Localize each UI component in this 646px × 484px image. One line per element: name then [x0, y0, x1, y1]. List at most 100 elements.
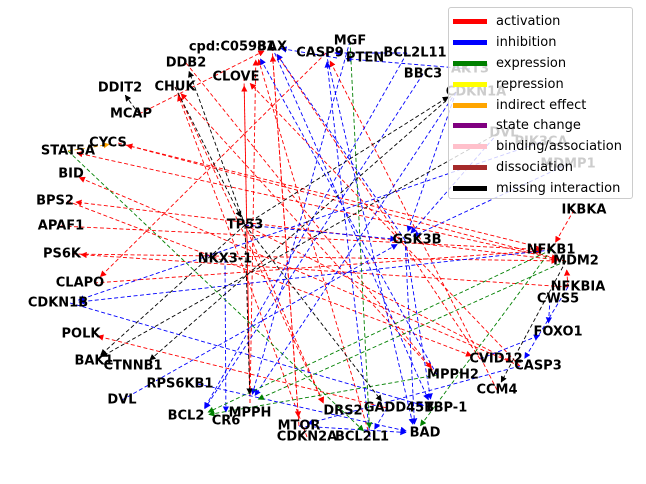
- edge-activation: [249, 59, 259, 404]
- edge-activation: [93, 247, 543, 284]
- node-label-bcl2l11: BCL2L11: [383, 46, 446, 61]
- node-label-mdm2: MDM2: [553, 254, 599, 269]
- edge-activation: [78, 176, 521, 367]
- node-label-clove: CLOVE: [212, 70, 259, 85]
- legend-item: state change: [449, 115, 632, 136]
- node-label-gsk3b: GSK3B: [392, 233, 441, 248]
- legend-label: indirect effect: [496, 97, 587, 113]
- node-label-cws5: CWS5: [537, 292, 579, 307]
- edge-activation: [99, 52, 327, 278]
- node-label-cvid12: CVID12: [469, 352, 522, 367]
- edge-activation: [271, 46, 302, 418]
- node-label-drs2: DRS2: [323, 404, 362, 419]
- legend-swatch: [453, 144, 487, 150]
- node-label-nfkbia: NFKBIA: [551, 280, 606, 295]
- node-label-mtor: MTOR: [278, 419, 321, 434]
- node-label-mcap: MCAP: [110, 107, 152, 122]
- node-label-ikbka: IKBKA: [562, 203, 607, 218]
- edge-activation: [75, 199, 567, 262]
- edge-inhibition: [524, 286, 569, 359]
- edge-expression: [257, 260, 567, 400]
- node-label-bcl2l1: BCL2L1: [335, 430, 389, 445]
- node-label-chuk: CHUK: [154, 80, 196, 95]
- node-label-ctnnb1: CTNNB1: [103, 359, 162, 374]
- node-label-polk: POLK: [62, 327, 102, 342]
- edge-inhibition: [78, 249, 552, 305]
- edge-inhibition: [324, 61, 371, 438]
- edge-inhibition: [271, 46, 429, 401]
- edge-inhibition: [406, 91, 457, 233]
- legend-label: activation: [496, 13, 561, 29]
- legend-label: binding/association: [496, 139, 622, 155]
- edge-inhibition: [244, 224, 397, 242]
- edge-missing: [149, 91, 457, 361]
- legend-item: repression: [449, 74, 632, 95]
- legend-swatch: [453, 18, 487, 24]
- node-label-bak1: BAK1: [74, 354, 113, 369]
- node-label-gadd45b: GADD45B: [364, 401, 434, 416]
- node-label-tbp1: TBP-1: [425, 401, 468, 416]
- legend-swatch: [453, 81, 487, 87]
- edge-inhibition: [325, 52, 415, 425]
- edge-inhibition: [260, 58, 438, 376]
- edge-inhibition: [307, 365, 521, 426]
- node-label-stat5a: STAT5A: [41, 144, 95, 159]
- node-label-cpd: cpd:C05981: [189, 40, 275, 55]
- legend-item: missing interaction: [449, 178, 632, 199]
- node-label-bcl2: BCL2: [168, 409, 205, 424]
- edge-inhibition: [280, 46, 338, 59]
- node-label-clapo: CLAPO: [56, 276, 104, 291]
- node-label-tp53: TP53: [227, 218, 264, 233]
- edge-expression: [67, 150, 364, 432]
- legend-swatch: [453, 165, 487, 171]
- edge-inhibition: [545, 298, 552, 324]
- edge-activation: [126, 143, 552, 251]
- edge-expression: [349, 40, 373, 429]
- node-label-apaf1: APAF1: [38, 219, 84, 234]
- legend-swatch: [453, 123, 487, 129]
- legend-item: inhibition: [449, 32, 632, 53]
- legend-swatch: [453, 39, 487, 45]
- edge-missing: [100, 224, 246, 356]
- edge-expression: [207, 249, 552, 413]
- legend-label: repression: [496, 76, 564, 92]
- node-label-cycs: CYCS: [89, 136, 127, 151]
- legend-item: activation: [449, 11, 632, 32]
- edge-inhibition: [479, 334, 541, 360]
- legend-swatch: [453, 60, 487, 66]
- edge-missing: [124, 94, 140, 115]
- legend-items: activation inhibition expression repression…: [449, 11, 632, 199]
- edge-activation: [80, 251, 569, 288]
- legend-label: state change: [496, 118, 581, 134]
- node-label-ccm4: CCM4: [476, 383, 517, 398]
- edge-activation: [329, 60, 498, 391]
- edge-indirect: [67, 142, 110, 152]
- edge-inhibition: [276, 53, 406, 241]
- edge-activation: [76, 151, 567, 262]
- node-label-bps2: BPS2: [36, 194, 74, 209]
- node-label-cdkn1b: CDKN1B: [28, 296, 88, 311]
- edge-missing: [101, 132, 499, 357]
- node-label-ddit2: DDIT2: [98, 81, 142, 96]
- node-label-nfkb1: NFKB1: [527, 243, 576, 258]
- edge-inhibition: [204, 73, 424, 410]
- edge-inhibition: [250, 40, 351, 395]
- edge-inhibition: [404, 239, 418, 425]
- edge-missing: [500, 260, 567, 383]
- edge-activation: [244, 224, 513, 363]
- legend-item: dissociation: [449, 157, 632, 178]
- edge-expression: [420, 249, 552, 427]
- node-label-ps6k: PS6K: [43, 247, 82, 262]
- edge-inhibition: [298, 425, 407, 436]
- edge-missing: [244, 224, 253, 395]
- edge-activation: [185, 62, 432, 369]
- node-label-dvl: DVL: [107, 393, 136, 408]
- node-label-bax: BAX: [257, 40, 287, 55]
- node-label-bid: BID: [58, 167, 84, 182]
- legend-swatch: [453, 102, 487, 108]
- edge-inhibition: [254, 91, 457, 397]
- edge-activation: [66, 200, 473, 357]
- legend-item: expression: [449, 53, 632, 74]
- legend-item: binding/association: [449, 136, 632, 157]
- edge-activation: [60, 225, 543, 253]
